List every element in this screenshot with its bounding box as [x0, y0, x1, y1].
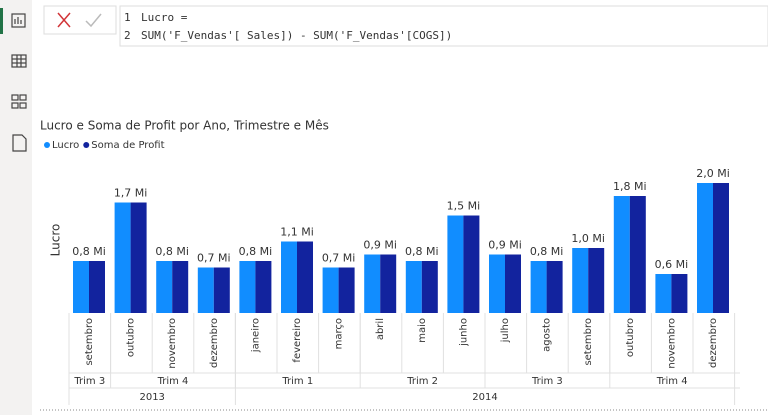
bar: [463, 215, 480, 313]
quarter-label: Trim 3: [531, 376, 563, 387]
x-tick-label: fevereiro: [292, 318, 303, 363]
bar: [239, 261, 256, 313]
dax-view-icon[interactable]: [12, 134, 27, 152]
bar: [588, 248, 605, 313]
bar: [530, 261, 547, 313]
year-label: 2013: [139, 392, 164, 403]
data-label: 0,8 Mi: [239, 245, 273, 258]
bar: [613, 196, 630, 313]
x-tick-label: dezembro: [708, 318, 719, 368]
cancel-button[interactable]: [57, 12, 71, 28]
legend-label: Soma de Profit: [91, 140, 164, 151]
bar: [156, 261, 173, 313]
x-tick-label: março: [334, 318, 345, 349]
data-label: 0,8 Mi: [155, 245, 189, 258]
bar: [629, 196, 646, 313]
legend-marker: [44, 142, 50, 148]
x-tick-label: outubro: [126, 318, 137, 357]
bar: [697, 183, 713, 313]
x-tick-label: outubro: [625, 318, 636, 357]
bar: [130, 202, 147, 313]
bar: [73, 261, 89, 313]
x-tick-label: maio: [417, 318, 428, 343]
bar: [281, 241, 297, 313]
bar: [89, 261, 105, 313]
bar: [172, 261, 189, 313]
bar: [655, 274, 672, 313]
bar: [213, 267, 230, 313]
bar: [197, 267, 214, 313]
line-number: 1: [124, 11, 131, 24]
formula-buttons: [43, 5, 117, 35]
bar: [546, 261, 563, 313]
bar: [364, 254, 381, 313]
sidebar: [0, 0, 32, 415]
x-tick-label: novembro: [666, 318, 677, 369]
data-label: 2,0 Mi: [696, 167, 730, 180]
bar: [380, 254, 397, 313]
x-tick-label: novembro: [167, 318, 178, 369]
quarter-label: Trim 1: [281, 376, 313, 387]
y-axis-label: Lucro: [49, 224, 63, 257]
bar: [405, 261, 422, 313]
bar: [338, 267, 355, 313]
chart-title: Lucro e Soma de Profit por Ano, Trimestr…: [40, 119, 329, 133]
bar: [114, 202, 131, 313]
data-label: 0,9 Mi: [488, 239, 522, 252]
x-tick-label: junho: [458, 318, 469, 347]
data-label: 0,7 Mi: [322, 252, 356, 265]
bar: [322, 267, 339, 313]
data-label: 0,8 Mi: [72, 245, 106, 258]
bar: [255, 261, 272, 313]
data-label: 1,5 Mi: [447, 200, 481, 213]
active-indicator: [0, 8, 3, 34]
table-view-icon[interactable]: [11, 54, 27, 68]
formula-editor[interactable]: [119, 5, 768, 47]
line-number: 2: [124, 29, 131, 42]
model-view-icon[interactable]: [11, 94, 27, 109]
x-tick-label: janeiro: [250, 318, 261, 353]
bar: [447, 215, 464, 313]
data-label: 1,7 Mi: [114, 187, 148, 200]
data-label: 0,7 Mi: [197, 252, 231, 265]
formula-line: SUM('F_Vendas'[ Sales]) - SUM('F_Vendas'…: [141, 29, 452, 42]
year-label: 2014: [472, 392, 497, 403]
data-label: 1,8 Mi: [613, 180, 647, 193]
bar: [572, 248, 589, 313]
bar: [671, 274, 688, 313]
x-tick-label: setembro: [84, 318, 95, 366]
quarter-label: Trim 2: [406, 376, 438, 387]
x-tick-label: setembro: [583, 318, 594, 366]
legend-label: Lucro: [52, 140, 79, 151]
data-label: 0,9 Mi: [363, 239, 397, 252]
data-label: 1,0 Mi: [571, 232, 605, 245]
x-tick-label: dezembro: [209, 318, 220, 368]
data-label: 0,8 Mi: [405, 245, 439, 258]
x-tick-label: julho: [500, 318, 511, 343]
quarter-label: Trim 3: [73, 376, 105, 387]
quarter-label: Trim 4: [157, 376, 189, 387]
data-label: 1,1 Mi: [280, 226, 314, 239]
bar: [297, 241, 313, 313]
quarter-label: Trim 4: [656, 376, 688, 387]
data-label: 0,8 Mi: [530, 245, 564, 258]
x-tick-label: agosto: [542, 318, 553, 352]
bar: [421, 261, 438, 313]
bar: [713, 183, 729, 313]
formula-line: Lucro =: [141, 11, 188, 24]
legend-marker: [83, 142, 90, 148]
data-label: 0,6 Mi: [655, 258, 689, 271]
bar: [505, 254, 521, 313]
x-tick-label: abril: [375, 318, 386, 340]
bar: [489, 254, 505, 313]
commit-button[interactable]: [85, 13, 102, 28]
report-view-icon[interactable]: [11, 13, 26, 28]
